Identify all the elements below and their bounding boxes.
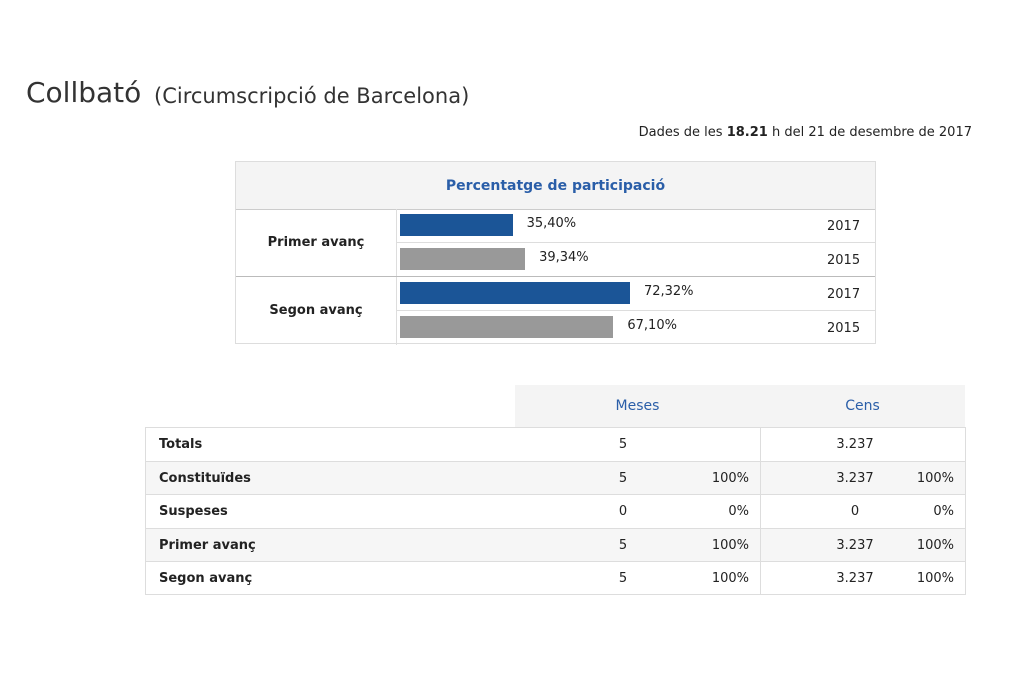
date-prefix: Dades de les: [638, 125, 723, 140]
bar: [400, 214, 513, 236]
year-label: 2015: [827, 253, 861, 268]
meses-count: 5: [618, 437, 628, 452]
year-label: 2015: [827, 321, 861, 336]
cens-pct: 100%: [916, 537, 954, 553]
bar: [400, 248, 526, 270]
row-divider: [145, 494, 966, 496]
row-label: Totals: [159, 437, 203, 452]
column-divider: [760, 427, 761, 595]
meses-count: 5: [618, 571, 628, 587]
group-label: Segon avanç: [269, 303, 363, 318]
bar-label: 67,10%: [627, 318, 677, 333]
cens-pct: 100%: [916, 571, 954, 587]
participation-title: Percentatge de participació: [445, 178, 666, 194]
bar: [400, 316, 614, 338]
cens-pct: 100%: [916, 470, 954, 486]
cens-count: 3.237: [836, 437, 874, 452]
participation-header: [236, 162, 875, 210]
bar: [400, 282, 630, 304]
row-divider: [145, 561, 966, 563]
column-header: Cens: [845, 398, 880, 414]
year-label: 2017: [827, 287, 861, 302]
group-divider: [236, 276, 875, 277]
bar-label: 35,40%: [526, 216, 577, 231]
row-divider: [396, 310, 875, 311]
group-label: Primer avanç: [267, 235, 365, 250]
row-divider: [145, 460, 966, 462]
row-label: Segon avanç: [159, 571, 253, 587]
date-suffix: h del 21 de desembre de 2017: [771, 125, 972, 140]
participation-box: Percentatge de participació Primer avanç…: [235, 161, 876, 345]
meses-pct: 100%: [711, 470, 749, 486]
cens-count: 3.237: [836, 537, 874, 553]
meses-pct: 100%: [711, 537, 749, 553]
label-divider: [396, 209, 397, 277]
row-divider: [145, 527, 966, 529]
bar-label: 72,32%: [643, 284, 694, 299]
cens-count: 0: [850, 504, 860, 520]
cens-count: 3.237: [836, 571, 874, 587]
meses-count: 5: [618, 537, 628, 553]
bar-label: 39,34%: [539, 250, 589, 265]
meses-count: 0: [618, 504, 628, 520]
meses-count: 5: [618, 470, 628, 486]
row-divider: [396, 242, 875, 243]
page-title: Collbató: [26, 76, 142, 109]
date-time: 18.21: [726, 125, 768, 140]
row-label: Constituïdes: [159, 470, 251, 486]
table-body: [145, 427, 966, 595]
label-divider: [396, 277, 397, 345]
column-header: Meses: [615, 398, 660, 414]
cens-count: 3.237: [836, 470, 874, 486]
summary-table: Meses Cens Totals 5 3.237 Constituïdes 5 100% 3.…: [145, 385, 966, 595]
date-line: Dades de les 18.21 h del 21 de desembre …: [639, 125, 972, 140]
meses-pct: 100%: [711, 571, 749, 587]
cens-pct: 0%: [933, 504, 954, 520]
row-label: Primer avanç: [159, 537, 256, 553]
row-label: Suspeses: [159, 504, 228, 520]
page-subtitle: (Circumscripció de Barcelona): [154, 84, 470, 108]
table-header: [515, 385, 965, 427]
year-label: 2017: [827, 219, 861, 234]
meses-pct: 0%: [728, 504, 749, 520]
